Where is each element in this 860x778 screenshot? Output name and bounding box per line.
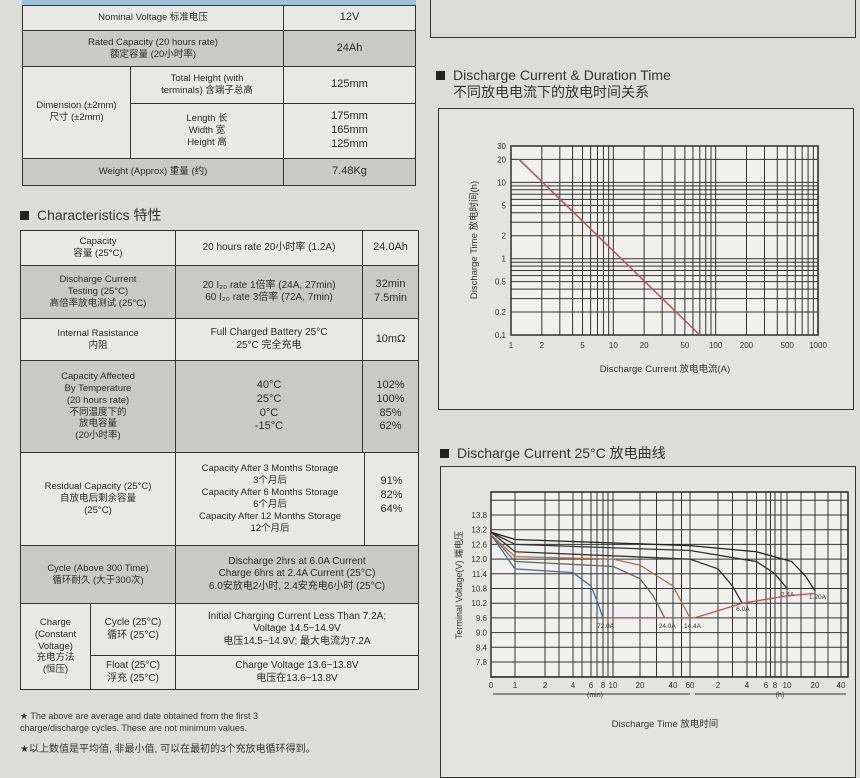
table-row-value: 10mΩ — [362, 318, 419, 361]
top-strip — [22, 0, 416, 5]
dimension-label: Dimension (±2mm) 尺寸 (±2mm) — [22, 66, 131, 159]
weight-label: Weight (Approx) 重量 (约) — [22, 158, 284, 186]
bullet-square-icon — [440, 449, 449, 458]
table-row-label: Capacity Affected By Temperature (20 hou… — [20, 360, 176, 453]
total-height-value: 125mm — [283, 66, 416, 104]
table-row-value: 32min 7.5min — [362, 265, 419, 319]
bullet-square-icon — [436, 71, 445, 80]
nominal-voltage-label: Nominal Voltage 标准电压 — [22, 5, 284, 31]
table-row-condition: 40°C 25°C 0°C -15°C — [175, 360, 363, 453]
table-row-label: Capacity 容量 (25°C) — [20, 230, 176, 266]
charge-cycle-label: Cycle (25°C) 循环 (25°C) — [90, 603, 176, 656]
table-row-condition: Discharge 2hrs at 6.0A Current Charge 6h… — [175, 545, 419, 604]
table-row-condition: Capacity After 3 Months Storage 3个月后 Cap… — [175, 452, 365, 546]
rated-capacity-label: Rated Capacity (20 hours rate) 额定容量 (20小… — [22, 30, 284, 67]
characteristics-heading: Characteristics 特性 — [20, 207, 161, 224]
lwh-label: Length 长 Width 宽 Height 高 — [130, 103, 284, 159]
chart1-frame — [438, 108, 854, 410]
note-chinese: ★以上数值是平均值, 非最小值, 可以在最初的3个充放电循环得到。 — [20, 744, 316, 755]
rated-capacity-value: 24Ah — [283, 30, 416, 67]
bullet-square-icon — [20, 211, 29, 220]
charge-float-value: Charge Voltage 13.6~13.8V 电压在13.6~13.8V — [175, 655, 419, 690]
table-row-condition: 20 I₂₀ rate 1倍率 (24A, 27min) 60 I₂₀ rate… — [175, 265, 363, 319]
table-row-label: Internal Rasistance 内阻 — [20, 318, 176, 361]
charge-method-label: Charge (Constant Voltage) 充电方法 (恒压) — [20, 603, 91, 690]
lwh-value: 175mm 165mm 125mm — [283, 103, 416, 159]
table-row-condition: Full Charged Battery 25°C 25°C 完全充电 — [175, 318, 363, 361]
weight-value: 7.48Kg — [283, 158, 416, 186]
total-height-label: Total Height (with terminals) 含端子总高 — [130, 66, 284, 104]
table-row-label: Residual Capacity (25°C) 自放电后剩余容量 (25°C) — [20, 452, 176, 546]
table-row-label: Cycle (Above 300 Time) 循环耐久 (大于300次) — [20, 545, 176, 604]
chart2-title: Discharge Current 25°C 放电曲线 — [457, 445, 666, 461]
chart2-frame — [440, 466, 856, 778]
note-english: ★ The above are average and date obtaine… — [20, 711, 259, 733]
charge-cycle-value: Initial Charging Current Less Than 7.2A;… — [175, 603, 419, 656]
characteristics-heading-text: Characteristics 特性 — [37, 207, 162, 223]
chart1-heading: Discharge Current & Duration Time 不同放电电流… — [436, 67, 671, 101]
charge-float-label: Float (25°C) 浮充 (25°C) — [90, 655, 176, 690]
table-row-value: 24.0Ah — [362, 230, 419, 266]
table-row-label: Discharge Current Testing (25°C) 高倍率放电测试… — [20, 265, 176, 319]
chart2-heading: Discharge Current 25°C 放电曲线 — [440, 445, 666, 462]
table-row-condition: 20 hours rate 20小时率 (1.2A) — [175, 230, 363, 266]
nominal-voltage-value: 12V — [283, 5, 416, 31]
chart1-title: Discharge Current & Duration Time 不同放电电流… — [453, 67, 671, 100]
table-row-value: 91% 82% 64% — [364, 452, 419, 546]
top-right-box — [430, 0, 856, 38]
table-row-value: 102% 100% 85% 62% — [362, 360, 419, 453]
